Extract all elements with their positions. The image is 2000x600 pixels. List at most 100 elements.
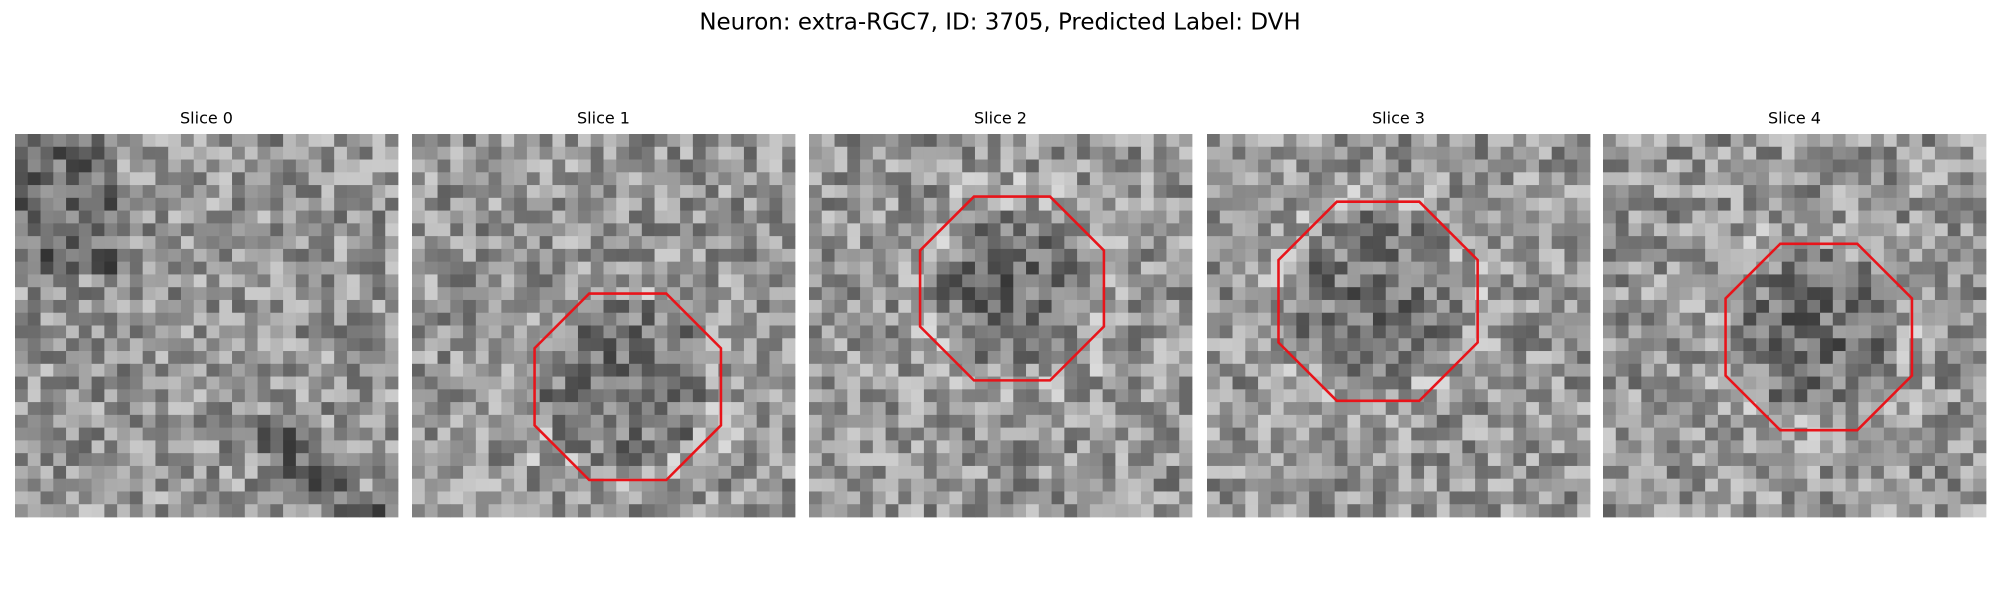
pixel <box>898 210 912 224</box>
pixel <box>1717 465 1732 480</box>
pixel <box>1089 197 1104 211</box>
pixel <box>1896 427 1910 441</box>
pixel <box>1947 491 1961 505</box>
pixel <box>1717 134 1732 148</box>
pixel <box>15 414 29 429</box>
pixel <box>1743 427 1757 441</box>
pixel <box>1538 389 1553 403</box>
pixel <box>232 185 246 199</box>
pixel <box>1858 312 1872 326</box>
pixel <box>885 274 899 288</box>
pixel <box>1385 440 1399 454</box>
pixel <box>270 248 284 263</box>
pixel <box>1283 223 1297 237</box>
roi-octagon <box>533 292 723 482</box>
pixel <box>1000 274 1014 288</box>
pixel <box>1219 363 1233 377</box>
pixel <box>603 299 617 314</box>
pixel <box>142 465 156 480</box>
pixel <box>911 261 925 275</box>
pixel <box>1858 274 1872 288</box>
pixel <box>1102 299 1116 314</box>
pixel <box>15 146 29 160</box>
pixel <box>385 223 399 237</box>
pixel <box>898 465 912 480</box>
pixel <box>1564 146 1578 160</box>
pixel <box>872 453 886 467</box>
pixel <box>129 172 144 186</box>
pixel <box>1321 376 1336 390</box>
pixel <box>743 185 758 199</box>
pixel <box>1051 338 1065 352</box>
pixel <box>1179 363 1193 377</box>
pixel <box>1360 185 1374 199</box>
pixel <box>1705 299 1719 314</box>
pixel <box>475 223 489 237</box>
pixel <box>769 351 783 365</box>
pixel <box>1436 351 1450 365</box>
pixel <box>501 236 515 250</box>
pixel <box>1385 312 1399 326</box>
pixel <box>782 465 796 480</box>
pixel <box>692 376 707 390</box>
pixel <box>1153 363 1167 377</box>
pixel <box>244 414 258 429</box>
pixel <box>359 325 373 339</box>
pixel <box>1615 427 1629 441</box>
pixel <box>1449 159 1463 173</box>
pixel <box>346 376 361 390</box>
pixel <box>1960 185 1974 199</box>
pixel <box>782 440 796 454</box>
pixel <box>1026 299 1040 314</box>
pixel <box>1730 159 1744 173</box>
pixel <box>1654 325 1668 339</box>
pixel <box>104 197 118 211</box>
pixel <box>962 248 976 263</box>
pixel <box>1321 223 1336 237</box>
pixel <box>488 376 502 390</box>
pixel <box>142 338 156 352</box>
pixel <box>1513 363 1527 377</box>
pixel <box>1115 223 1129 237</box>
pixel <box>475 312 489 326</box>
pixel <box>1207 363 1221 377</box>
pixel <box>1475 223 1489 237</box>
pixel <box>1960 159 1974 173</box>
pixel <box>1296 172 1310 186</box>
pixel <box>1296 146 1310 160</box>
pixel <box>1258 223 1272 237</box>
pixel <box>1513 172 1527 186</box>
pixel <box>1000 210 1014 224</box>
pixel <box>860 274 874 288</box>
pixel <box>1705 159 1719 173</box>
pixel <box>66 248 80 263</box>
pixel <box>1077 274 1091 288</box>
image-panel <box>15 134 399 518</box>
pixel <box>1321 504 1336 518</box>
pixel <box>1487 440 1502 454</box>
pixel <box>1179 248 1193 263</box>
pixel <box>78 223 92 237</box>
pixel <box>1360 172 1374 186</box>
pixel <box>1500 414 1514 429</box>
pixel <box>885 223 899 237</box>
pixel <box>1679 363 1693 377</box>
pixel <box>1102 376 1116 390</box>
pixel <box>1411 338 1425 352</box>
pixel <box>1219 504 1233 518</box>
pixel <box>372 325 386 339</box>
pixel <box>1309 299 1323 314</box>
pixel <box>1013 465 1027 480</box>
pixel <box>334 274 348 288</box>
pixel <box>412 427 426 441</box>
pixel <box>1538 440 1553 454</box>
pixel <box>359 134 373 148</box>
pixel <box>1334 402 1348 416</box>
pixel <box>1526 338 1540 352</box>
pixel <box>78 287 92 301</box>
pixel <box>1334 134 1348 148</box>
pixel <box>180 478 195 492</box>
pixel <box>359 172 373 186</box>
pixel <box>1258 210 1272 224</box>
pixel <box>692 197 707 211</box>
